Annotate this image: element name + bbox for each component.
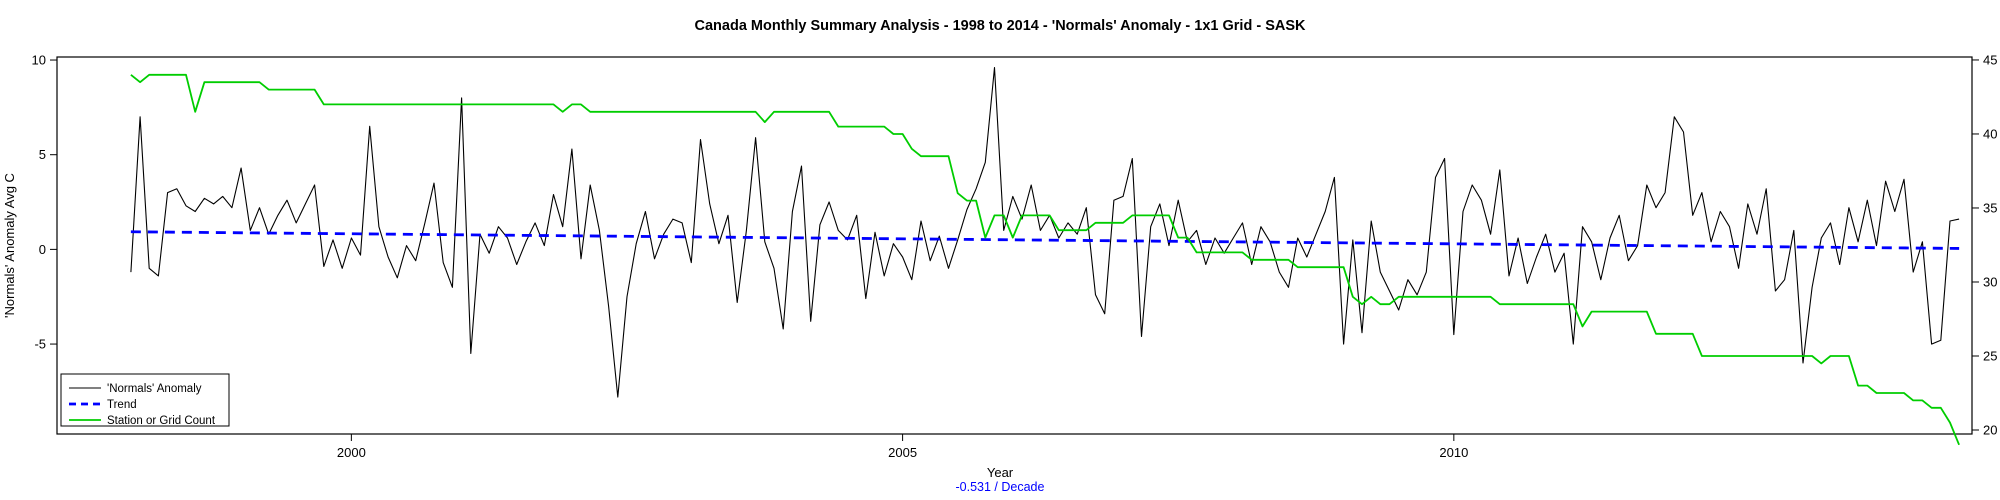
- y-left-tick-label: 0: [39, 242, 46, 257]
- y-left-tick-label: 10: [32, 53, 46, 68]
- legend-label-trend: Trend: [107, 399, 137, 411]
- chart-title: Canada Monthly Summary Analysis - 1998 t…: [694, 18, 1306, 34]
- y-right-tick-label: 30: [1983, 274, 1997, 289]
- legend-label-station-count: Station or Grid Count: [107, 415, 216, 427]
- y-left-tick-label: -5: [34, 337, 46, 352]
- x-tick-label: 2010: [1439, 445, 1468, 460]
- y-right-tick-label: 25: [1983, 348, 1997, 363]
- y-left-tick-label: 5: [39, 147, 46, 162]
- y-right-tick-label: 40: [1983, 126, 1997, 141]
- y-right-tick-label: 20: [1983, 423, 1997, 438]
- plot-box: [56, 56, 1973, 435]
- y-right-tick-label: 45: [1983, 52, 1997, 67]
- x-tick-label: 2000: [337, 445, 366, 460]
- station-count-line: [130, 73, 1960, 446]
- x-tick-label: 2005: [888, 445, 917, 460]
- y-axis-title: 'Normals' Anomaly Avg C: [2, 173, 17, 318]
- trend-rate-label: -0.531 / Decade: [955, 480, 1045, 494]
- y-right-tick-label: 35: [1983, 200, 1997, 215]
- legend-label-anomaly: 'Normals' Anomaly: [107, 383, 202, 395]
- anomaly-line: [130, 67, 1960, 398]
- x-axis-title: Year: [986, 465, 1014, 480]
- trend-line: [130, 230, 1960, 250]
- legend: [60, 373, 230, 427]
